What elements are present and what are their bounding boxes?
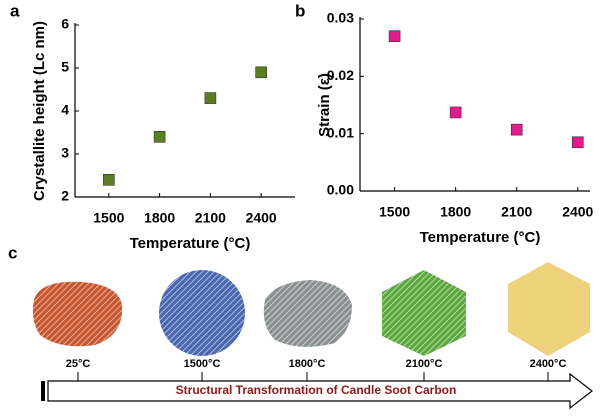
stage-label: 1800°C — [289, 358, 326, 370]
x-tick-label: 2400 — [562, 204, 593, 220]
x-tick-label: 1500 — [379, 204, 410, 220]
y-tick-label: 2 — [61, 188, 69, 204]
y-tick-label: 0.01 — [327, 124, 354, 140]
point — [103, 174, 115, 186]
y-tick-label: 0.00 — [327, 182, 354, 198]
x-tick-label: 1800 — [440, 204, 471, 220]
stage-label: 25°C — [66, 358, 91, 370]
stage-texture — [32, 281, 123, 347]
arrow-body — [47, 372, 593, 410]
x-tick-label: 2400 — [246, 210, 277, 226]
y-tick-label: 6 — [61, 16, 69, 32]
stage-label: 2100°C — [406, 358, 443, 370]
y-axis-label: Crystallite height (Lc nm) — [31, 21, 48, 201]
point — [388, 30, 401, 43]
point — [153, 131, 166, 143]
x-tick-label: 1800 — [144, 210, 175, 226]
y-tick-label: 0.03 — [327, 10, 354, 26]
panel-label: b — [295, 1, 305, 20]
point — [204, 92, 217, 104]
stage-label: 2400°C — [530, 358, 567, 370]
arrow-caption: Structural Transformation of Candle Soot… — [176, 383, 457, 397]
point — [449, 106, 462, 119]
stage-texture — [263, 280, 352, 347]
point — [510, 123, 523, 136]
y-tick-label: 5 — [61, 59, 69, 75]
x-axis-label: Temperature (°C) — [420, 229, 541, 246]
arrow — [41, 372, 593, 410]
stage-texture — [382, 270, 466, 356]
point — [571, 136, 584, 149]
x-tick-label: 1500 — [93, 210, 124, 226]
x-axis-label: Temperature (°C) — [130, 235, 251, 252]
x-tick-label: 2100 — [195, 210, 226, 226]
y-axis-label: Strain (ε) — [316, 73, 333, 137]
stage-image — [508, 262, 590, 356]
point — [255, 66, 267, 79]
y-tick-label: 3 — [61, 145, 69, 161]
x-tick-label: 2100 — [501, 204, 532, 220]
panel-label: c — [8, 243, 17, 262]
panel-label: a — [10, 1, 20, 20]
stage-texture — [159, 270, 245, 356]
arrow-tail — [41, 381, 45, 401]
y-tick-label: 0.02 — [327, 67, 354, 83]
y-tick-label: 4 — [61, 102, 69, 118]
stage-images — [32, 262, 590, 356]
stage-label: 1500°C — [184, 358, 221, 370]
